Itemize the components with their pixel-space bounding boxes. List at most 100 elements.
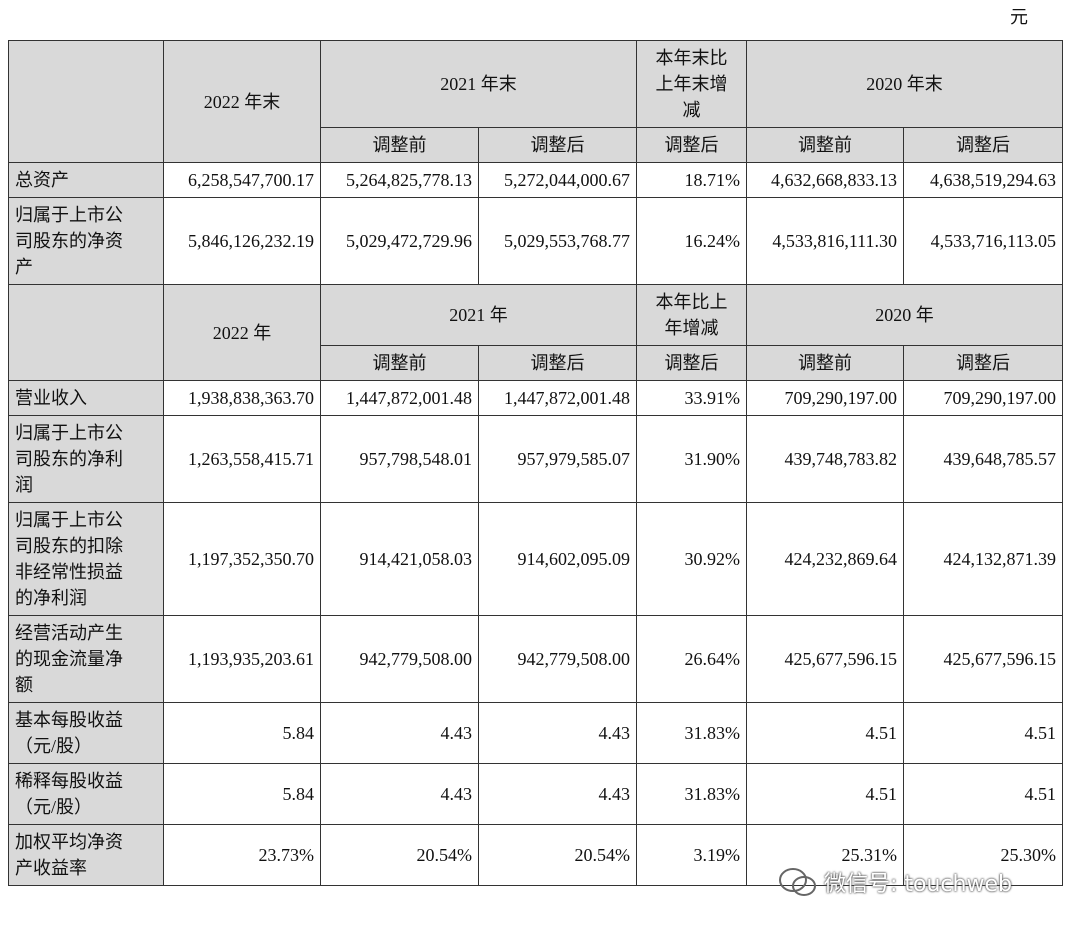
table-row: 基本每股收益（元/股） 5.84 4.43 4.43 31.83% 4.51 4.51 [8, 702, 1063, 764]
value-cell: 4.51 [746, 702, 904, 764]
value-cell: 1,447,872,001.48 [478, 380, 637, 416]
value-cell: 4.51 [903, 702, 1063, 764]
value-cell: 26.64% [636, 615, 747, 703]
table-row: 调整前 调整后 调整后 调整前 调整后 [9, 345, 1063, 381]
watermark-text: 微信号: touchweb [824, 872, 1012, 897]
table-row: 调整前 调整后 调整后 调整前 调整后 [9, 127, 1063, 163]
value-cell: 4,533,716,113.05 [903, 197, 1063, 285]
value-cell: 18.71% [636, 162, 747, 198]
value-cell: 914,421,058.03 [320, 502, 479, 616]
header-cell: 2022 年 [163, 284, 321, 381]
wechat-icon [779, 868, 816, 896]
subheader-cell: 调整前 [746, 345, 904, 381]
value-cell: 439,748,783.82 [746, 415, 904, 503]
table-row: 2022 年末 2021 年末 本年末比上年末增减 2020 年末 [8, 40, 1063, 163]
value-cell: 31.83% [636, 763, 747, 825]
value-cell: 1,447,872,001.48 [320, 380, 479, 416]
value-cell: 4.43 [478, 763, 637, 825]
value-cell: 31.90% [636, 415, 747, 503]
value-cell: 1,938,838,363.70 [163, 380, 321, 416]
value-cell: 5,272,044,000.67 [478, 162, 637, 198]
value-cell: 5,846,126,232.19 [163, 197, 321, 285]
table-row: 归属于上市公司股东的净资产 5,846,126,232.19 5,029,472,7… [8, 197, 1063, 285]
subheader-cell: 调整前 [320, 345, 479, 381]
row-label: 归属于上市公司股东的净资产 [8, 197, 164, 285]
value-cell: 439,648,785.57 [903, 415, 1063, 503]
value-cell: 31.83% [636, 702, 747, 764]
header-cell: 2020 年末 [746, 40, 1063, 128]
value-cell: 424,232,869.64 [746, 502, 904, 616]
value-cell: 3.19% [636, 824, 747, 886]
value-cell: 425,677,596.15 [903, 615, 1063, 703]
value-cell: 33.91% [636, 380, 747, 416]
table-row: 2022 年 2021 年本年比上年增减 2020 年 [8, 284, 1063, 381]
value-cell: 424,132,871.39 [903, 502, 1063, 616]
subheader-cell: 调整后 [478, 345, 637, 381]
value-cell: 20.54% [478, 824, 637, 886]
subheader-cell: 调整后 [478, 127, 637, 163]
value-cell: 5,029,553,768.77 [478, 197, 637, 285]
header-cell: 2021 年 [320, 284, 637, 346]
subheader-cell: 调整后 [636, 127, 747, 163]
value-cell: 942,779,508.00 [478, 615, 637, 703]
value-cell: 25.31% [746, 824, 904, 886]
value-cell: 6,258,547,700.17 [163, 162, 321, 198]
value-cell: 1,197,352,350.70 [163, 502, 321, 616]
subheader-cell: 调整后 [903, 345, 1063, 381]
header-cell: 2022 年末 [163, 40, 321, 163]
row-label: 营业收入 [8, 380, 164, 416]
row-label: 稀释每股收益（元/股） [8, 763, 164, 825]
value-cell: 4,632,668,833.13 [746, 162, 904, 198]
value-cell: 942,779,508.00 [320, 615, 479, 703]
row-label: 加权平均净资产收益率 [8, 824, 164, 886]
row-label: 归属于上市公司股东的净利润 [8, 415, 164, 503]
value-cell: 914,602,095.09 [478, 502, 637, 616]
header-cell: 本年末比上年末增减 [636, 40, 747, 128]
row-label: 基本每股收益（元/股） [8, 702, 164, 764]
value-cell: 4.51 [746, 763, 904, 825]
subheader-cell: 调整后 [636, 345, 747, 381]
value-cell: 957,798,548.01 [320, 415, 479, 503]
value-cell: 5.84 [163, 763, 321, 825]
watermark: 微信号: touchweb [778, 866, 1012, 898]
value-cell: 5.84 [163, 702, 321, 764]
value-cell: 30.92% [636, 502, 747, 616]
unit-label: 元 [1010, 7, 1028, 27]
value-cell: 4.43 [320, 702, 479, 764]
value-cell: 4.51 [903, 763, 1063, 825]
table-row: 加权平均净资产收益率 23.73% 20.54% 20.54% 3.19% 25.31% 2… [8, 824, 1063, 886]
header-cell: 2020 年 [746, 284, 1063, 346]
header-blank [8, 40, 164, 163]
value-cell: 23.73% [163, 824, 321, 886]
row-label: 总资产 [8, 162, 164, 198]
value-cell: 4.43 [320, 763, 479, 825]
value-cell: 4,533,816,111.30 [746, 197, 904, 285]
value-cell: 5,264,825,778.13 [320, 162, 479, 198]
subheader-cell: 调整前 [746, 127, 904, 163]
value-cell: 425,677,596.15 [746, 615, 904, 703]
value-cell: 1,193,935,203.61 [163, 615, 321, 703]
table-row: 稀释每股收益（元/股） 5.84 4.43 4.43 31.83% 4.51 4.51 [8, 763, 1063, 825]
table-row: 归属于上市公司股东的净利润 1,263,558,415.71 957,798,548… [8, 415, 1063, 503]
subheader-cell: 调整后 [903, 127, 1063, 163]
value-cell: 25.30% [903, 824, 1063, 886]
value-cell: 5,029,472,729.96 [320, 197, 479, 285]
value-cell: 4,638,519,294.63 [903, 162, 1063, 198]
header-cell: 本年比上年增减 [636, 284, 747, 346]
subheader-cell: 调整前 [320, 127, 479, 163]
value-cell: 20.54% [320, 824, 479, 886]
table-row: 总资产 6,258,547,700.17 5,264,825,778.13 5,272… [8, 162, 1063, 198]
row-label: 归属于上市公司股东的扣除非经常性损益的净利润 [8, 502, 164, 616]
value-cell: 709,290,197.00 [746, 380, 904, 416]
header-blank [8, 284, 164, 381]
table-row: 营业收入 1,938,838,363.70 1,447,872,001.48 1,44… [8, 380, 1063, 416]
value-cell: 1,263,558,415.71 [163, 415, 321, 503]
row-label: 经营活动产生的现金流量净额 [8, 615, 164, 703]
value-cell: 709,290,197.00 [903, 380, 1063, 416]
header-cell: 2021 年末 [320, 40, 637, 128]
value-cell: 957,979,585.07 [478, 415, 637, 503]
financial-table: 2022 年末 2021 年末 本年末比上年末增减 2020 年末 调整前 调整后 调整后调… [8, 40, 1063, 886]
table-row: 经营活动产生的现金流量净额 1,193,935,203.61 942,779,508… [8, 615, 1063, 703]
table-row: 归属于上市公司股东的扣除非经常性损益的净利润 1,197,352,350.70 91… [8, 502, 1063, 616]
